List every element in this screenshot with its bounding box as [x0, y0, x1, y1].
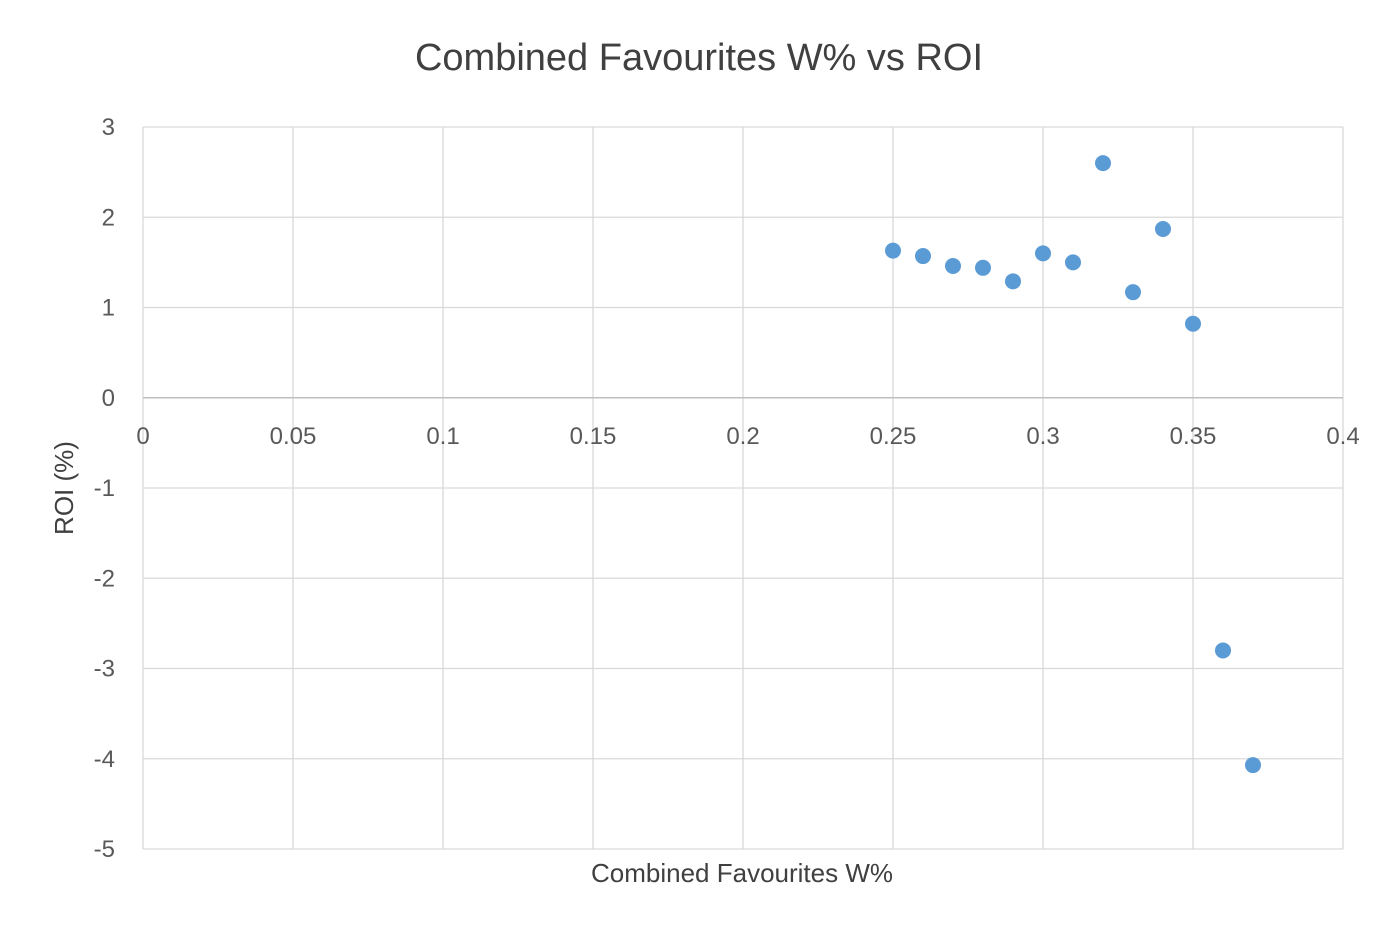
- x-tick-label: 0: [136, 423, 149, 450]
- data-point: [1035, 245, 1051, 262]
- y-tick-label: -4: [94, 746, 115, 773]
- tick-labels: 0 0.05 0.1 0.15 0.2 0.25 0.3 0.35 0.4 3 2 1 0 -1 -2 -3 -…: [94, 114, 1360, 863]
- data-point: [885, 242, 901, 259]
- y-tick-label: 3: [102, 114, 115, 141]
- data-point: [1095, 155, 1111, 172]
- x-tick-label: 0.05: [270, 423, 317, 450]
- y-tick-label: -5: [94, 836, 115, 863]
- x-tick-label: 0.4: [1326, 423, 1359, 450]
- data-point: [915, 248, 931, 265]
- x-axis-label: Combined Favourites W%: [591, 858, 893, 888]
- data-point: [1125, 284, 1141, 301]
- data-point: [1065, 254, 1081, 271]
- data-point: [1005, 273, 1021, 290]
- x-tick-label: 0.35: [1170, 423, 1217, 450]
- y-tick-label: -3: [94, 656, 115, 683]
- x-tick-label: 0.15: [570, 423, 617, 450]
- y-tick-label: 1: [102, 295, 115, 322]
- data-point: [1215, 642, 1231, 659]
- x-tick-label: 0.1: [426, 423, 459, 450]
- y-tick-label: -2: [94, 565, 115, 592]
- x-tick-label: 0.3: [1026, 423, 1059, 450]
- y-axis-label: ROI (%): [49, 441, 79, 535]
- data-point: [1155, 220, 1171, 237]
- data-points: [885, 155, 1261, 774]
- x-tick-label: 0.2: [726, 423, 759, 450]
- x-tick-label: 0.25: [870, 423, 917, 450]
- y-tick-label: 2: [102, 204, 115, 231]
- data-point: [975, 259, 991, 276]
- data-point: [945, 257, 961, 274]
- data-point: [1185, 315, 1201, 332]
- y-tick-label: -1: [94, 475, 115, 502]
- chart-title: Combined Favourites W% vs ROI: [415, 37, 983, 79]
- data-point: [1245, 757, 1261, 774]
- y-tick-label: 0: [102, 385, 115, 412]
